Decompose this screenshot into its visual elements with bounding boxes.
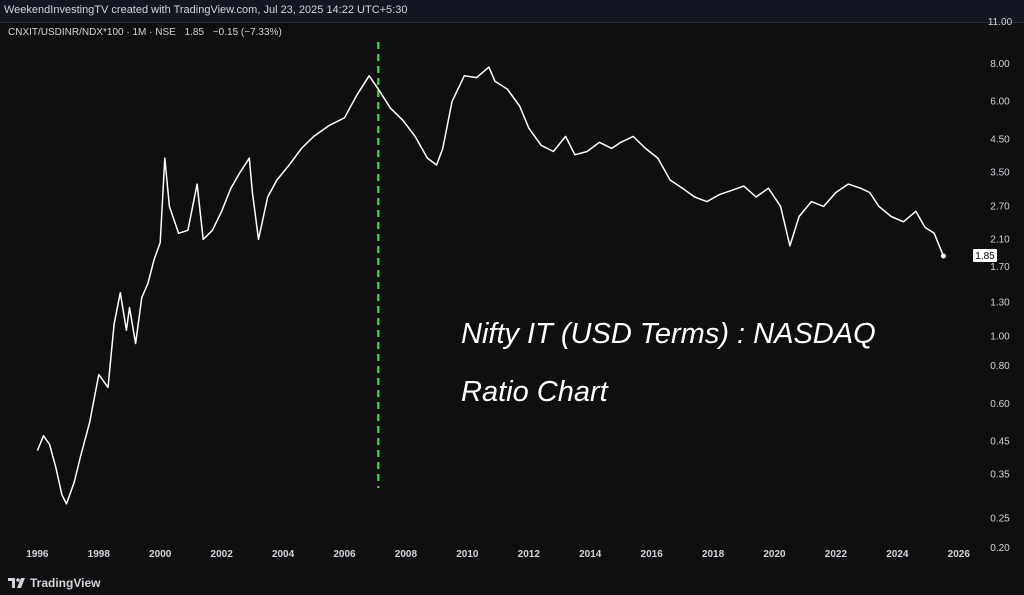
x-tick-label: 2020 (763, 549, 786, 560)
tradingview-logo[interactable]: TradingView (8, 576, 100, 590)
last-value-dot (940, 253, 946, 259)
last-value-badge (973, 248, 997, 262)
x-tick-label: 2016 (641, 549, 664, 560)
y-tick-label: 3.50 (990, 167, 1010, 178)
price-change: −0.15 (−7.33%) (212, 27, 282, 38)
symbol-name[interactable]: CNXIT/USDINR/NDX*100 · 1M · NSE (8, 27, 176, 38)
ratio-series-line (36, 66, 945, 505)
y-tick-label: 8.00 (990, 59, 1010, 70)
x-tick-label: 2012 (518, 549, 541, 560)
y-tick-label: 1.30 (990, 297, 1010, 308)
x-tick-label: 2008 (395, 549, 418, 560)
y-tick-label: 1.70 (990, 262, 1010, 273)
x-tick-label: 2000 (149, 549, 172, 560)
chart-annotation-subtitle: Ratio Chart (461, 376, 608, 408)
tradingview-brand: TradingView (30, 576, 101, 590)
y-tick-label: 2.10 (990, 234, 1010, 245)
last-value-label: 1.85 (975, 251, 995, 262)
ratio-chart[interactable]: 0.20 0.25 0.35 0.45 0.60 0.80 1.00 1.30 1.70 2.10… (0, 0, 1024, 572)
x-tick-label: 2010 (456, 549, 479, 560)
y-tick-label: 0.45 (990, 437, 1010, 448)
x-tick-label: 1998 (88, 549, 111, 560)
x-tick-label: 2024 (886, 549, 909, 560)
x-tick-label: 2022 (825, 549, 848, 560)
x-tick-label: 2006 (333, 549, 356, 560)
x-tick-label: 2014 (579, 549, 602, 560)
y-tick-label: 6.00 (990, 97, 1010, 108)
footer-bar: TradingView (0, 572, 1024, 595)
y-tick-label: 0.80 (990, 361, 1010, 372)
y-tick-label: 11.00 (988, 17, 1013, 28)
symbol-info-bar[interactable]: CNXIT/USDINR/NDX*100 · 1M · NSE 1.85 −0.… (8, 27, 282, 38)
y-tick-label: 0.25 (990, 514, 1010, 525)
y-tick-label: 4.50 (990, 134, 1010, 145)
x-tick-label: 2018 (702, 549, 725, 560)
x-tick-label: 1996 (26, 549, 49, 560)
y-tick-label: 0.20 (990, 543, 1010, 554)
chart-annotation-title: Nifty IT (USD Terms) : NASDAQ (461, 318, 876, 350)
x-tick-label: 2002 (211, 549, 234, 560)
header-title: WeekendInvestingTV created with TradingV… (4, 4, 408, 16)
chart-header: WeekendInvestingTV created with TradingV… (0, 0, 1024, 23)
y-tick-label: 0.60 (990, 399, 1010, 410)
last-price: 1.85 (184, 27, 205, 38)
x-tick-label: 2026 (948, 549, 971, 560)
x-tick-label: 2004 (272, 549, 295, 560)
y-tick-label: 2.70 (990, 201, 1010, 212)
y-tick-label: 0.35 (990, 470, 1010, 481)
y-tick-label: 1.00 (990, 332, 1010, 343)
tradingview-logo-icon (8, 578, 25, 588)
